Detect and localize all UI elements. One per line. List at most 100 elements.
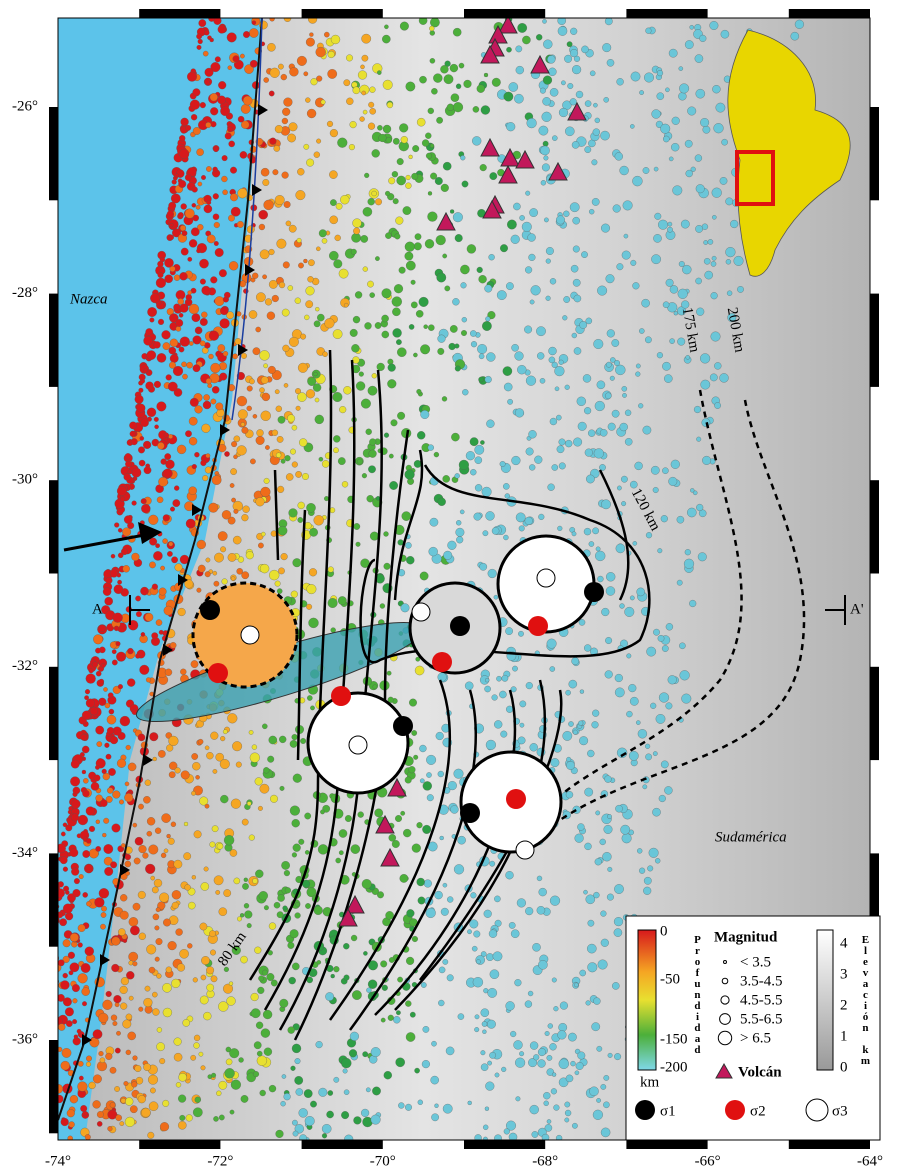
- event: [60, 980, 70, 990]
- event: [119, 985, 128, 994]
- event: [362, 109, 368, 115]
- event: [251, 744, 258, 750]
- event: [103, 856, 113, 866]
- event: [469, 919, 479, 929]
- event: [219, 759, 230, 769]
- event: [190, 660, 199, 668]
- event: [324, 31, 330, 38]
- event: [395, 815, 402, 822]
- event: [88, 668, 94, 674]
- event: [238, 1057, 244, 1063]
- event: [426, 754, 437, 765]
- event: [196, 248, 201, 254]
- event: [282, 344, 290, 352]
- event: [202, 400, 212, 410]
- event: [528, 1058, 538, 1068]
- event: [713, 123, 724, 134]
- event: [120, 1098, 126, 1104]
- event: [214, 248, 224, 257]
- event: [604, 775, 612, 783]
- event: [14, 1121, 21, 1128]
- event: [503, 483, 510, 490]
- event: [614, 673, 623, 683]
- event: [46, 1019, 52, 1025]
- event: [395, 1057, 405, 1068]
- event: [330, 627, 336, 633]
- event: [363, 951, 368, 956]
- event: [45, 1006, 54, 1015]
- event: [153, 416, 159, 422]
- event: [116, 486, 127, 496]
- event: [457, 835, 466, 845]
- event: [359, 116, 365, 122]
- event: [95, 846, 102, 852]
- event: [477, 344, 488, 354]
- event: [437, 497, 446, 506]
- event: [482, 530, 489, 537]
- event: [409, 698, 417, 707]
- event: [268, 280, 278, 289]
- event: [95, 819, 100, 824]
- event: [240, 1095, 249, 1103]
- volcano: [482, 199, 502, 219]
- event: [564, 384, 570, 390]
- event: [413, 242, 422, 251]
- event: [146, 407, 157, 417]
- event: [100, 912, 107, 918]
- event: [584, 407, 592, 415]
- event: [248, 310, 258, 319]
- event: [39, 1088, 48, 1097]
- event: [547, 55, 556, 64]
- event: [43, 1014, 48, 1019]
- event: [193, 1042, 200, 1049]
- event: [656, 70, 664, 77]
- event: [534, 455, 543, 464]
- event: [303, 143, 310, 150]
- event: [329, 129, 338, 138]
- event: [111, 823, 121, 833]
- magnitude-title: Magnitud: [714, 929, 778, 945]
- event: [642, 167, 650, 174]
- event: [124, 853, 131, 861]
- event: [298, 262, 304, 269]
- event: [525, 907, 534, 916]
- event: [480, 1063, 489, 1071]
- event: [274, 125, 283, 134]
- event: [360, 64, 365, 70]
- event: [338, 268, 349, 279]
- event: [548, 346, 557, 356]
- event: [297, 392, 307, 402]
- event: [454, 343, 460, 349]
- event: [172, 499, 181, 507]
- event: [645, 27, 652, 34]
- event: [84, 695, 89, 701]
- event: [275, 1129, 284, 1138]
- event: [310, 1100, 317, 1108]
- event: [579, 689, 585, 694]
- event: [104, 742, 110, 748]
- event: [71, 799, 81, 809]
- event: [220, 794, 229, 804]
- event: [125, 1049, 131, 1056]
- event: [172, 365, 184, 377]
- event: [268, 90, 275, 97]
- event: [224, 132, 232, 140]
- event: [702, 125, 711, 134]
- event: [636, 720, 641, 725]
- event: [503, 91, 514, 102]
- event: [58, 994, 65, 1002]
- magnitude-label: 3.5-4.5: [740, 973, 783, 989]
- event: [358, 371, 364, 377]
- event: [417, 431, 426, 440]
- event: [170, 506, 175, 512]
- event: [201, 956, 210, 965]
- event: [124, 860, 132, 868]
- event: [84, 1134, 91, 1140]
- event: [430, 1075, 439, 1085]
- event: [478, 275, 487, 284]
- event: [589, 1086, 599, 1097]
- event: [501, 674, 509, 682]
- event: [603, 97, 609, 103]
- event: [413, 460, 422, 468]
- event: [78, 1075, 84, 1081]
